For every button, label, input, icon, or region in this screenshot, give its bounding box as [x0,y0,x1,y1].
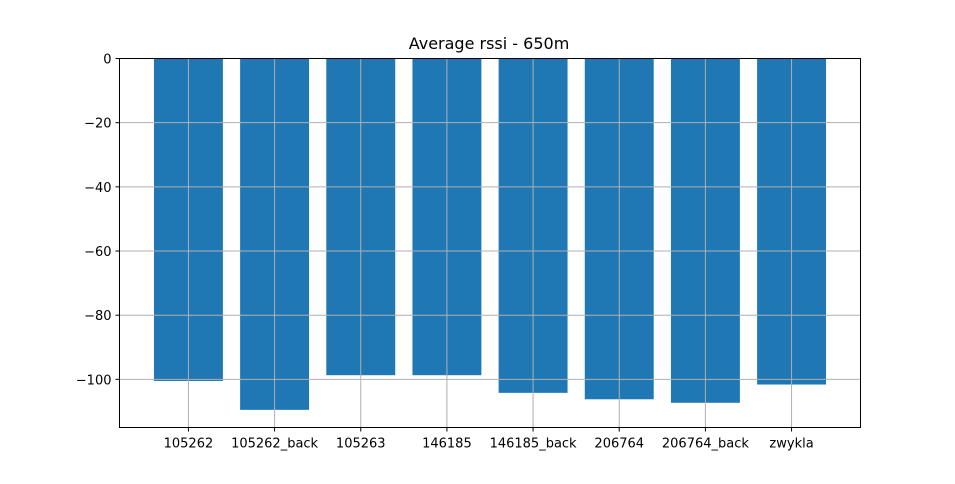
x-tick-label: 206764 [594,437,644,452]
x-tick-label: 105262 [164,437,214,452]
grid-layer [119,58,861,428]
y-tick-label: −60 [84,245,111,260]
y-tick-label: −80 [84,309,111,324]
y-tick-label: 0 [103,53,111,68]
x-tick-label: 105263 [336,437,386,452]
x-tick-label: 146185 [422,437,472,452]
x-tick-label: zwykla [769,437,813,452]
x-tick-label: 146185_back [490,437,577,452]
plot-frame [119,58,861,428]
y-tick-label: −100 [76,373,112,388]
y-tick-label: −20 [84,117,111,132]
chart-title: Average rssi - 650m [409,34,570,53]
y-tick-label: −40 [84,181,111,196]
ticks-layer: 0 −20 −40 −60 −80 −100 105262 105262_back 105263… [76,53,814,452]
x-tick-label: 206764_back [662,437,749,452]
x-tick-label: 105262_back [231,437,318,452]
